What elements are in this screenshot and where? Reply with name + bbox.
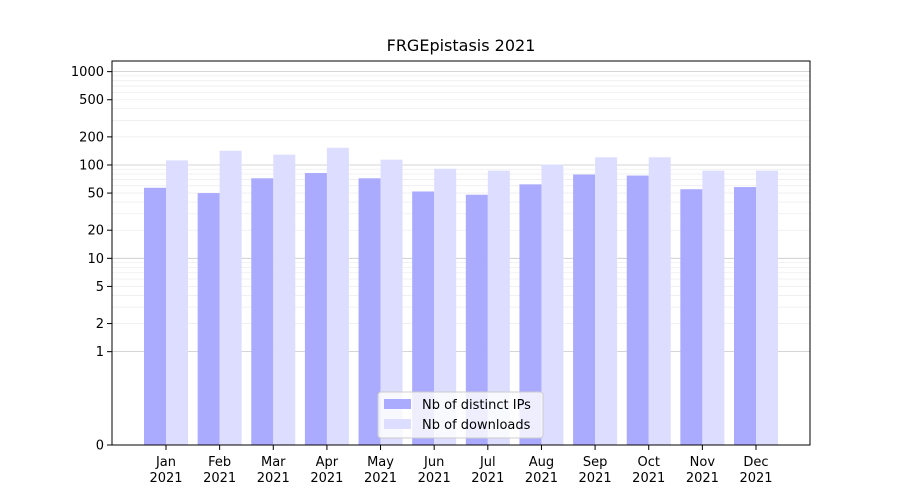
legend-box [377,391,544,439]
x-tick-label: Oct 2021 [632,455,665,486]
bar-distinct-ips [573,174,596,446]
x-tick-label-line: 2021 [471,471,504,486]
chart-title: FRGEpistasis 2021 [387,36,536,55]
x-tick-label-line: 2021 [257,471,290,486]
x-tick-label-line: 2021 [203,471,236,486]
x-tick-label-line: Jan [155,455,176,470]
bar-distinct-ips [144,187,166,445]
x-tick-label-line: Nov [690,455,716,470]
bar-distinct-ips [465,194,488,445]
x-tick-label-line: 2021 [632,471,665,486]
y-tick-label: 5 [96,280,104,295]
x-tick-label-line: Feb [208,455,231,470]
bar-distinct-ips [197,193,220,445]
x-tick-label: Aug 2021 [525,455,558,486]
x-tick-label-line: May [367,455,394,470]
x-tick-label-line: 2021 [579,471,612,486]
bar-downloads [219,150,242,445]
y-tick-label: 50 [87,187,104,202]
x-tick-label-line: Jul [479,455,496,470]
bar-downloads [648,157,671,445]
bars [144,147,778,446]
x-tick-label: Nov 2021 [686,455,719,486]
y-tick-label: 1 [96,345,104,360]
bar-downloads [702,170,725,445]
legend-swatch [384,399,411,409]
x-tick-label-line: Oct [637,455,659,470]
x-tick-label: Jun 2021 [418,455,451,486]
bar-downloads [166,160,188,445]
bar-downloads [326,147,349,445]
bar-distinct-ips [626,175,649,445]
x-tick-label-line: Mar [261,455,286,470]
bar-distinct-ips [358,178,381,445]
x-tick-label-line: 2021 [310,471,343,486]
y-tick-label: 100 [79,158,104,173]
x-tick-label: Sep 2021 [579,455,612,486]
legend-swatch [384,419,411,429]
plot-frame [111,60,811,446]
legend-label: Nb of downloads [422,418,531,433]
x-tick-label-line: Aug [529,455,554,470]
y-tick-label: 10 [87,252,104,267]
bar-distinct-ips [519,184,542,445]
x-tick-label-line: Dec [743,455,768,470]
x-tick-label-line: 2021 [739,471,772,486]
x-tick-label: Jan 2021 [149,455,182,486]
y-tick-label: 500 [79,93,104,108]
x-tick-label-line: Sep [583,455,608,470]
x-tick-label-line: 2021 [525,471,558,486]
x-tick-label: Jul 2021 [471,455,504,486]
bar-downloads [273,154,296,446]
x-tick-label: Mar 2021 [257,455,290,486]
x-tick-label-line: 2021 [149,471,182,486]
y-tick-label: 20 [87,224,104,239]
bar-downloads [541,164,564,445]
y-tick-label: 1000 [71,65,104,80]
bar-distinct-ips [304,173,327,445]
bar-distinct-ips [734,187,756,445]
x-tick-label: Dec 2021 [739,455,772,486]
x-tick-label: May 2021 [364,455,397,486]
x-tick-label-line: 2021 [364,471,397,486]
legend: Nb of distinct IPs Nb of downloads [377,391,544,439]
bar-distinct-ips [680,189,703,445]
bar-downloads [380,159,403,445]
bar-downloads [434,168,457,446]
x-tick-label-line: Jun [423,455,444,470]
x-tick-label: Feb 2021 [203,455,236,486]
y-axis: 0 1 2 5 10 20 50 100 200 500 1000 [71,65,112,454]
x-tick-label: Apr 2021 [310,455,343,486]
bar-distinct-ips [412,191,435,445]
y-tick-label: 0 [96,439,104,454]
y-tick-label: 200 [79,130,104,145]
x-tick-label-line: 2021 [418,471,451,486]
bar-downloads [595,157,618,445]
x-tick-label-line: Apr [316,455,339,470]
legend-label: Nb of distinct IPs [422,398,531,413]
bar-downloads [756,170,778,445]
y-tick-label: 2 [96,317,104,332]
bar-distinct-ips [251,178,274,445]
x-tick-label-line: 2021 [686,471,719,486]
bar-downloads [487,170,510,445]
